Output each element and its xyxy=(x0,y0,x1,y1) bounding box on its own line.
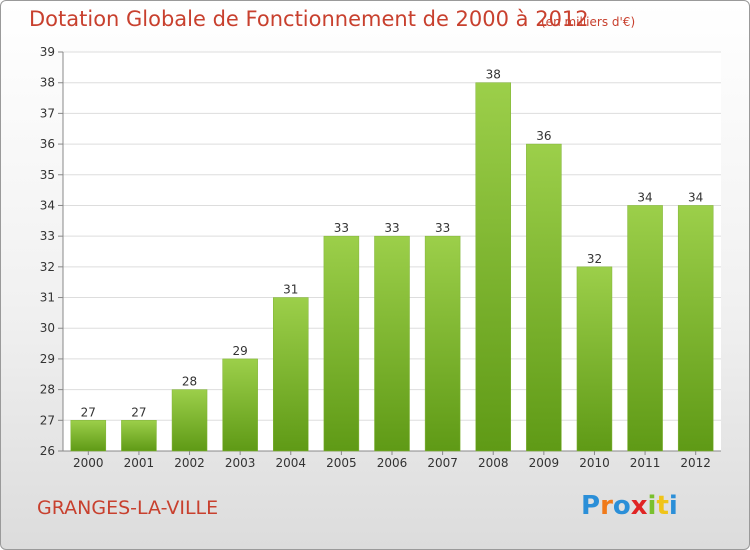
logo-letter: x xyxy=(630,491,648,521)
bar-value-label: 36 xyxy=(536,129,551,143)
x-tick-label: 2000 xyxy=(73,456,104,470)
bar-value-label: 33 xyxy=(435,221,450,235)
y-tick-label: 33 xyxy=(40,229,55,243)
x-tick-label: 2009 xyxy=(529,456,560,470)
y-tick-label: 29 xyxy=(40,352,55,366)
bar xyxy=(475,82,511,452)
bar xyxy=(576,266,613,452)
bar xyxy=(171,389,208,452)
x-tick-label: 2004 xyxy=(275,456,306,470)
bar-value-label: 38 xyxy=(486,68,501,82)
bar xyxy=(374,235,410,452)
y-tick-label: 31 xyxy=(40,291,55,305)
y-tick-label: 37 xyxy=(40,106,55,120)
bar-value-label: 34 xyxy=(637,190,652,204)
y-tick-label: 32 xyxy=(40,260,55,274)
logo-letter: P xyxy=(581,491,601,521)
logo-letter: i xyxy=(668,491,678,521)
y-tick-label: 30 xyxy=(40,321,55,335)
y-tick-label: 27 xyxy=(40,413,55,427)
bar-value-label: 33 xyxy=(334,221,349,235)
x-tick-label: 2008 xyxy=(478,456,509,470)
bar-value-label: 31 xyxy=(283,283,298,297)
x-tick-label: 2002 xyxy=(174,456,205,470)
x-tick-label: 2007 xyxy=(427,456,458,470)
logo-letter: r xyxy=(600,491,613,521)
bar-value-label: 28 xyxy=(182,375,197,389)
y-tick-label: 38 xyxy=(40,76,55,90)
x-tick-label: 2006 xyxy=(377,456,408,470)
bar xyxy=(222,358,258,452)
y-tick-label: 34 xyxy=(40,198,55,212)
city-name: GRANGES-LA-VILLE xyxy=(37,497,219,519)
x-tick-label: 2001 xyxy=(124,456,155,470)
y-tick-label: 39 xyxy=(40,45,55,59)
bar xyxy=(424,235,461,452)
logo-letter: t xyxy=(656,491,669,521)
bar-value-label: 27 xyxy=(131,405,146,419)
logo-letter: i xyxy=(647,491,657,521)
bar xyxy=(627,205,663,452)
bar-value-label: 29 xyxy=(233,344,248,358)
x-tick-label: 2003 xyxy=(225,456,256,470)
bar-value-label: 27 xyxy=(81,405,96,419)
bar-value-label: 34 xyxy=(688,190,703,204)
bar-value-label: 33 xyxy=(384,221,399,235)
bar-value-label: 32 xyxy=(587,252,602,266)
proxiti-logo[interactable]: Proxiti xyxy=(581,491,678,521)
x-tick-label: 2010 xyxy=(579,456,610,470)
bar xyxy=(121,420,157,452)
y-tick-label: 36 xyxy=(40,137,55,151)
bar xyxy=(323,235,360,452)
x-tick-label: 2012 xyxy=(680,456,711,470)
y-tick-label: 26 xyxy=(40,444,55,458)
y-tick-label: 35 xyxy=(40,168,55,182)
x-tick-label: 2005 xyxy=(326,456,357,470)
y-tick-label: 28 xyxy=(40,383,55,397)
x-tick-label: 2011 xyxy=(630,456,661,470)
chart-title: Dotation Globale de Fonctionnement de 20… xyxy=(29,7,589,31)
bar xyxy=(70,420,107,452)
bar xyxy=(273,297,309,452)
unit-label: (en milliers d'€) xyxy=(541,15,636,29)
bar xyxy=(526,143,562,452)
bar xyxy=(677,205,714,452)
logo-letter: o xyxy=(612,491,631,521)
